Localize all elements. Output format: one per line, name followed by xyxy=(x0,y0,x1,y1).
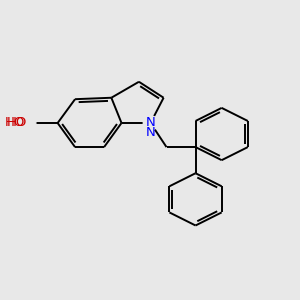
Text: HO: HO xyxy=(5,116,25,130)
Text: N: N xyxy=(146,127,155,140)
Text: N: N xyxy=(146,116,155,130)
Circle shape xyxy=(143,116,158,130)
Text: HO: HO xyxy=(7,116,27,130)
Circle shape xyxy=(21,116,36,130)
